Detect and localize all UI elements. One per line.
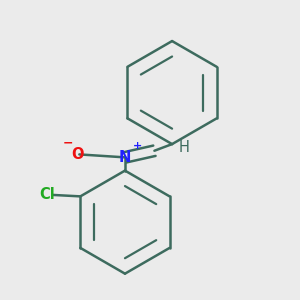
Text: H: H (178, 140, 189, 155)
Text: Cl: Cl (39, 188, 55, 202)
Text: O: O (72, 147, 84, 162)
Text: N: N (119, 150, 131, 165)
Text: +: + (133, 141, 142, 151)
Text: −: − (63, 137, 74, 150)
